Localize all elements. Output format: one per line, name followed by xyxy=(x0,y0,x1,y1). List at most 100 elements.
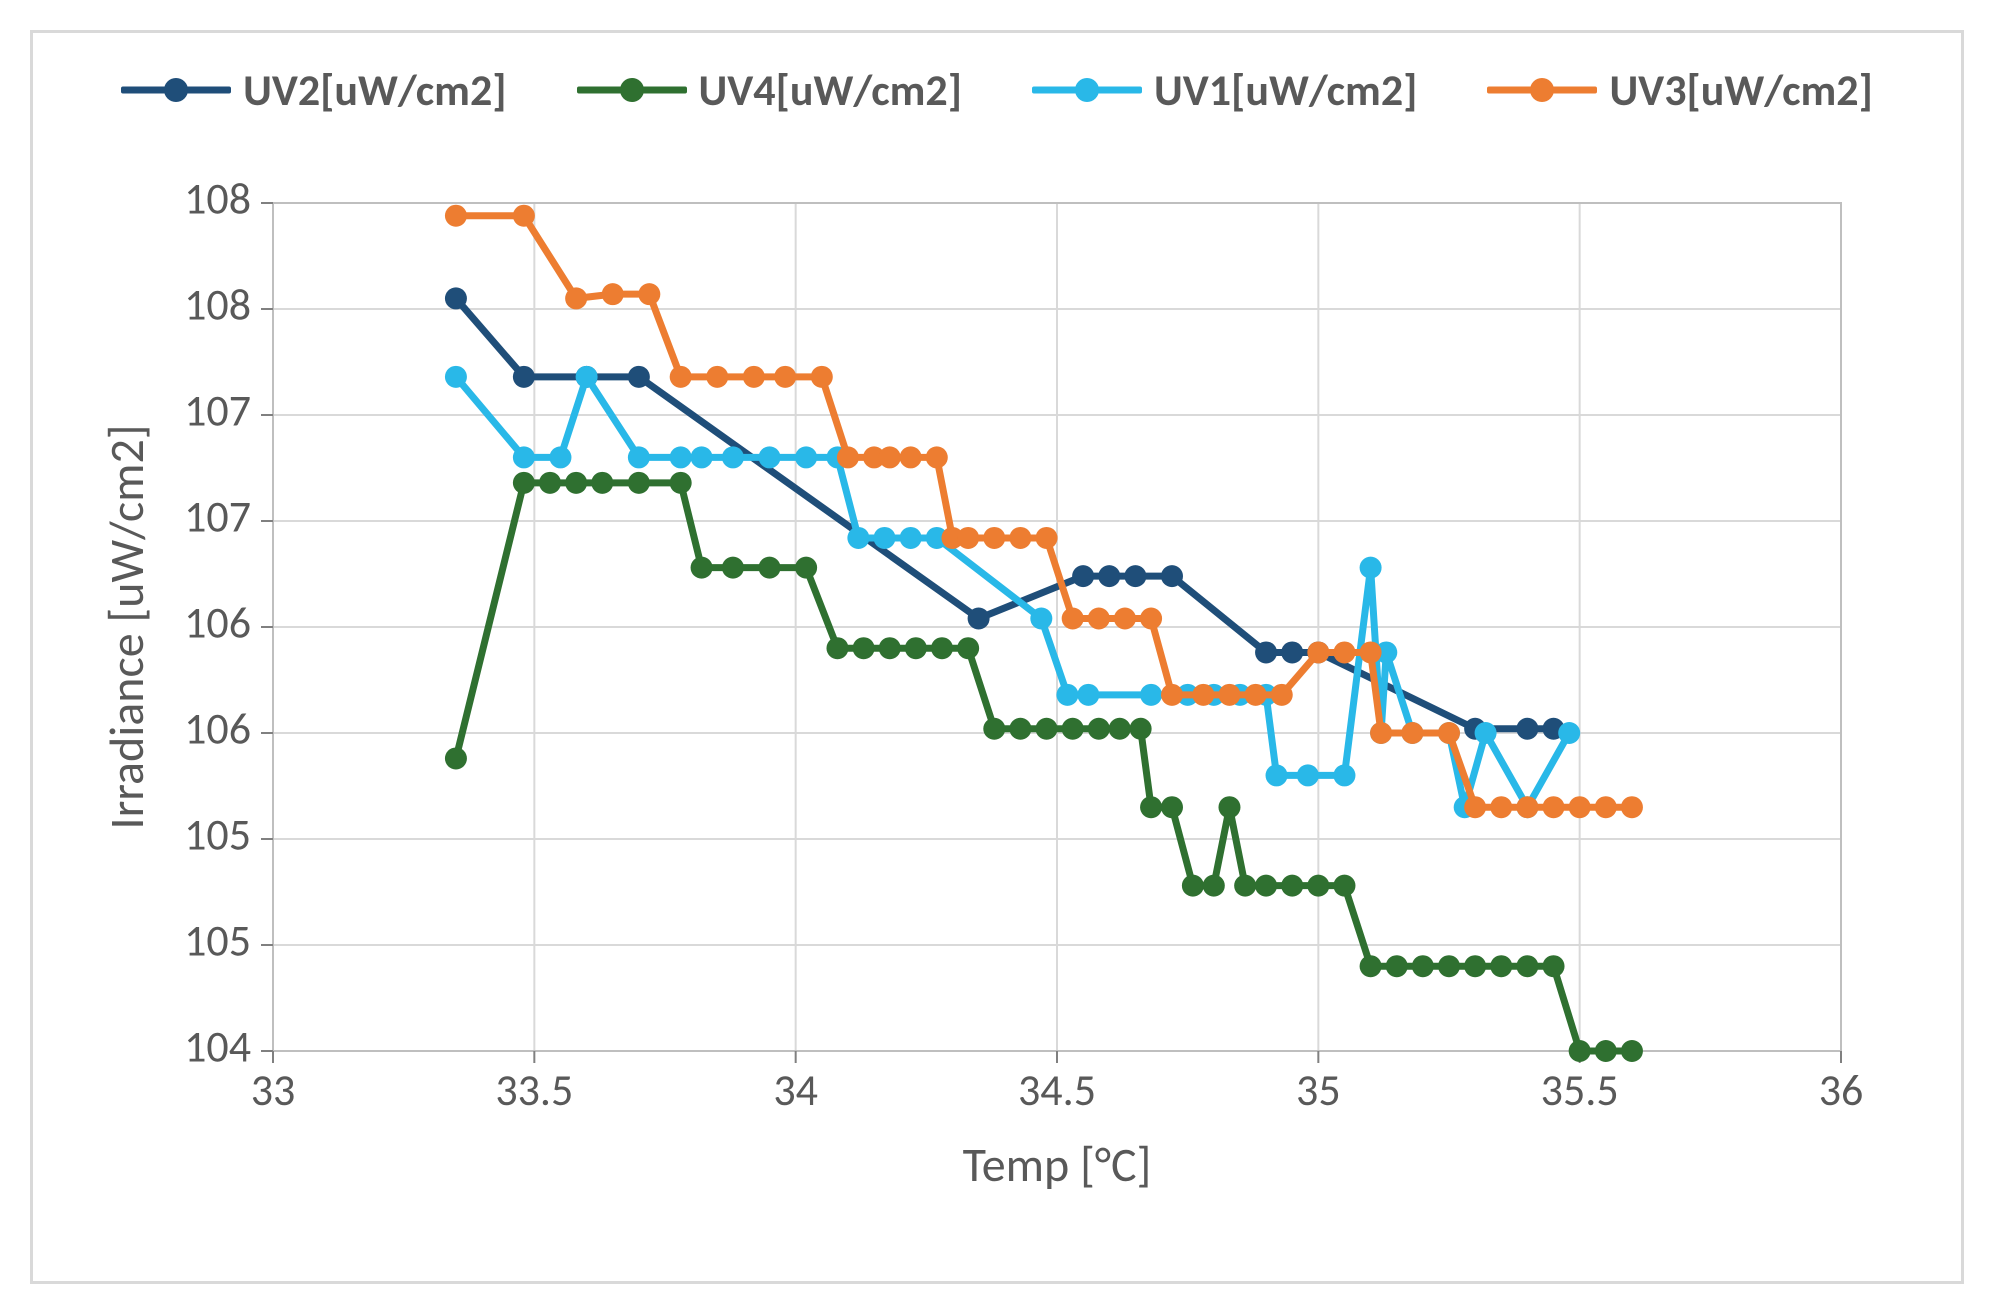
series-marker-uv4 xyxy=(983,718,1005,740)
series-marker-uv4 xyxy=(1281,875,1303,897)
series-marker-uv2 xyxy=(513,366,535,388)
series-marker-uv3 xyxy=(1595,796,1617,818)
series-marker-uv4 xyxy=(853,637,875,659)
series-marker-uv3 xyxy=(743,366,765,388)
legend-label-uv4: UV4[uW/cm2] xyxy=(699,63,962,117)
series-marker-uv1 xyxy=(670,446,692,468)
legend-swatch-uv2 xyxy=(121,70,231,110)
legend-label-uv3: UV3[uW/cm2] xyxy=(1609,63,1872,117)
legend-swatch-uv3 xyxy=(1487,70,1597,110)
series-marker-uv1 xyxy=(691,446,713,468)
x-tick-label: 33 xyxy=(251,1063,296,1117)
series-marker-uv4 xyxy=(795,557,817,579)
series-marker-uv4 xyxy=(1621,1040,1643,1062)
plot-area xyxy=(273,203,1841,1051)
series-marker-uv3 xyxy=(1140,608,1162,630)
y-tick-label: 108 xyxy=(184,278,251,332)
series-marker-uv1 xyxy=(759,446,781,468)
series-marker-uv3 xyxy=(1062,608,1084,630)
x-tick-label: 34 xyxy=(773,1063,818,1117)
series-marker-uv3 xyxy=(811,366,833,388)
series-marker-uv1 xyxy=(1056,684,1078,706)
series-marker-uv4 xyxy=(1386,955,1408,977)
series-marker-uv3 xyxy=(1370,722,1392,744)
series-marker-uv3 xyxy=(774,366,796,388)
series-line-uv1 xyxy=(456,377,1569,807)
series-marker-uv1 xyxy=(1030,608,1052,630)
series-marker-uv1 xyxy=(1333,764,1355,786)
legend-label-uv1: UV1[uW/cm2] xyxy=(1154,63,1417,117)
y-tick-label: 104 xyxy=(184,1020,251,1074)
legend-swatch-uv1 xyxy=(1032,70,1142,110)
series-marker-uv1 xyxy=(1558,722,1580,744)
series-marker-uv3 xyxy=(1271,684,1293,706)
series-marker-uv4 xyxy=(1412,955,1434,977)
series-marker-uv4 xyxy=(1036,718,1058,740)
series-marker-uv4 xyxy=(591,472,613,494)
series-marker-uv4 xyxy=(1182,875,1204,897)
series-marker-uv4 xyxy=(1464,955,1486,977)
series-marker-uv4 xyxy=(957,637,979,659)
series-marker-uv1 xyxy=(795,446,817,468)
series-marker-uv4 xyxy=(1009,718,1031,740)
series-marker-uv1 xyxy=(722,446,744,468)
series-marker-uv3 xyxy=(1543,796,1565,818)
series-marker-uv4 xyxy=(1543,955,1565,977)
series-marker-uv2 xyxy=(968,608,990,630)
legend-item-uv3: UV3[uW/cm2] xyxy=(1487,63,1872,117)
series-marker-uv3 xyxy=(1245,684,1267,706)
series-marker-uv1 xyxy=(1360,557,1382,579)
y-tick-label: 105 xyxy=(184,808,251,862)
series-marker-uv3 xyxy=(1464,796,1486,818)
series-marker-uv1 xyxy=(1266,764,1288,786)
x-tick-label: 35.5 xyxy=(1541,1063,1619,1117)
series-marker-uv1 xyxy=(513,446,535,468)
series-marker-uv4 xyxy=(1307,875,1329,897)
series-marker-uv2 xyxy=(1124,565,1146,587)
legend-item-uv1: UV1[uW/cm2] xyxy=(1032,63,1417,117)
series-marker-uv4 xyxy=(1255,875,1277,897)
series-uv1 xyxy=(445,366,1580,818)
y-tick-label: 107 xyxy=(184,490,251,544)
series-marker-uv4 xyxy=(445,747,467,769)
series-marker-uv4 xyxy=(1234,875,1256,897)
series-marker-uv1 xyxy=(900,527,922,549)
series-marker-uv3 xyxy=(1192,684,1214,706)
series-marker-uv3 xyxy=(1621,796,1643,818)
series-marker-uv4 xyxy=(1360,955,1382,977)
x-tick-label: 34.5 xyxy=(1018,1063,1096,1117)
series-marker-uv4 xyxy=(1595,1040,1617,1062)
series-marker-uv3 xyxy=(900,446,922,468)
series-marker-uv3 xyxy=(706,366,728,388)
series-marker-uv2 xyxy=(1255,641,1277,663)
y-tick-label: 106 xyxy=(184,702,251,756)
series-marker-uv4 xyxy=(670,472,692,494)
series-marker-uv3 xyxy=(1490,796,1512,818)
series-marker-uv4 xyxy=(1333,875,1355,897)
series-marker-uv1 xyxy=(1140,684,1162,706)
series-marker-uv4 xyxy=(1088,718,1110,740)
y-tick-label: 106 xyxy=(184,596,251,650)
series-marker-uv4 xyxy=(1109,718,1131,740)
series-marker-uv2 xyxy=(1098,565,1120,587)
series-marker-uv3 xyxy=(1218,684,1240,706)
series-marker-uv4 xyxy=(722,557,744,579)
legend-label-uv2: UV2[uW/cm2] xyxy=(243,63,506,117)
series-marker-uv3 xyxy=(926,446,948,468)
series-marker-uv1 xyxy=(847,527,869,549)
series-marker-uv3 xyxy=(1161,684,1183,706)
series-marker-uv4 xyxy=(1490,955,1512,977)
series-marker-uv4 xyxy=(1516,955,1538,977)
series-marker-uv4 xyxy=(1062,718,1084,740)
series-marker-uv3 xyxy=(1516,796,1538,818)
series-marker-uv3 xyxy=(1360,641,1382,663)
series-marker-uv2 xyxy=(1161,565,1183,587)
series-marker-uv3 xyxy=(957,527,979,549)
series-marker-uv3 xyxy=(983,527,1005,549)
chart-legend: UV2[uW/cm2] UV4[uW/cm2] UV1[uW/cm2] UV3[uW/… xyxy=(33,33,1961,117)
series-uv2 xyxy=(445,287,1565,739)
y-tick-label: 105 xyxy=(184,914,251,968)
series-marker-uv3 xyxy=(445,205,467,227)
series-marker-uv3 xyxy=(1114,608,1136,630)
series-marker-uv3 xyxy=(1036,527,1058,549)
